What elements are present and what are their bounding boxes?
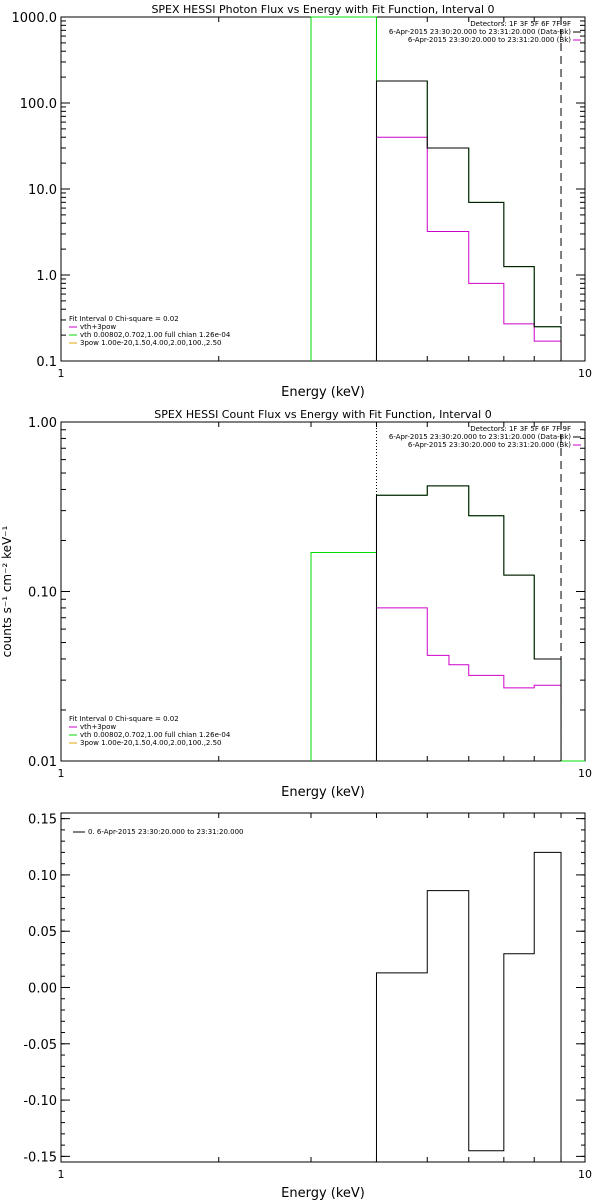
- panel2-fit-legend-entry: 3pow 1.00e-20,1.50,4.00,2.00,100.,2.50: [80, 739, 222, 747]
- panel1-x-tick-label: 1: [58, 367, 65, 380]
- panel2-x-axis-label: Energy (keV): [281, 785, 365, 800]
- panel2-title: SPEX HESSI Count Flux vs Energy with Fit…: [154, 408, 491, 421]
- panel1-fit-legend-entry: vth 0.00802,0.702,1.00 full chian 1.26e-…: [80, 331, 231, 339]
- panel2-fit-legend-header: Fit Interval 0 Chi-square = 0.02: [69, 715, 179, 723]
- panel2-legend-detectors: Detectors: 1F 3F 5F 6F 7F 9F: [470, 425, 571, 433]
- panel1-series-1-step-line: [375, 136, 562, 361]
- panel2-y-axis-label: counts s⁻¹ cm⁻² keV⁻¹: [0, 525, 14, 657]
- panel2-y-tick-label: 1.00: [28, 416, 57, 431]
- panel3-y-tick-label: -0.10: [23, 1094, 57, 1109]
- panel2-series-0-step-line: [310, 485, 585, 762]
- panel3-y-tick-label: 0.15: [28, 813, 57, 828]
- panel1-series-2-step-line: [375, 80, 562, 361]
- panel2-series-2-step-line: [375, 485, 562, 761]
- panel1-fit-legend-header: Fit Interval 0 Chi-square = 0.02: [69, 315, 179, 323]
- panel3-y-tick-label: -0.15: [23, 1150, 57, 1165]
- panel1-y-tick-label: 0.1: [36, 355, 57, 370]
- panel2-legend-data-bk: 6-Apr-2015 23:30:20.000 to 23:31:20.000 …: [389, 433, 571, 441]
- panel1-legend-data-bk: 6-Apr-2015 23:30:20.000 to 23:31:20.000 …: [389, 28, 571, 36]
- panel1-fit-legend-entry: 3pow 1.00e-20,1.50,4.00,2.00,100.,2.50: [80, 339, 222, 347]
- panel3-plot-frame: [60, 812, 586, 1163]
- panel1-fit-legend-entry: vth+3pow: [80, 323, 116, 331]
- panel3-series-0-step-line: [375, 851, 562, 1162]
- panel1-y-tick-label: 1000.0: [12, 11, 58, 26]
- panel2-legend-bk: 6-Apr-2015 23:30:20.000 to 23:31:20.000 …: [408, 441, 571, 449]
- panel1-x-axis-label: Energy (keV): [281, 385, 365, 400]
- panel2-y-tick-label: 0.10: [28, 586, 57, 601]
- panel3-legend-entry: 0. 6-Apr-2015 23:30:20.000 to 23:31:20.0…: [88, 828, 243, 836]
- panel2-plot-frame: [60, 421, 586, 762]
- panel1-legend-bk: 6-Apr-2015 23:30:20.000 to 23:31:20.000 …: [408, 36, 571, 44]
- panel2-x-tick-label: 10: [578, 767, 592, 780]
- panel1-plot-frame: [60, 16, 586, 362]
- panel2-series-1-step-line: [375, 607, 562, 761]
- panel2-fit-legend-entry: vth+3pow: [80, 723, 116, 731]
- panel1-title: SPEX HESSI Photon Flux vs Energy with Fi…: [151, 3, 494, 16]
- panel3-y-tick-label: 0.05: [28, 925, 57, 940]
- panel3-x-tick-label: 10: [578, 1168, 592, 1181]
- panel2-y-tick-label: 0.01: [28, 755, 57, 770]
- panel2-x-tick-label: 1: [58, 767, 65, 780]
- panel1-x-tick-label: 10: [578, 367, 592, 380]
- panel3-x-axis-label: Energy (keV): [281, 1186, 365, 1200]
- panel2-fit-legend-entry: vth 0.00802,0.702,1.00 full chian 1.26e-…: [80, 731, 231, 739]
- panel1-y-tick-label: 1.0: [36, 269, 57, 284]
- panel1-y-tick-label: 100.0: [20, 97, 57, 112]
- panel3-y-tick-label: 0.10: [28, 869, 57, 884]
- panel1-legend-detectors: Detectors: 1F 3F 5F 6F 7F 9F: [470, 20, 571, 28]
- panel3-x-tick-label: 1: [58, 1168, 65, 1181]
- panel1-series-0-step-line: [310, 16, 562, 361]
- panel1-y-tick-label: 10.0: [28, 183, 57, 198]
- panel3-y-tick-label: 0.00: [28, 982, 57, 997]
- panel3-y-tick-label: -0.05: [23, 1038, 57, 1053]
